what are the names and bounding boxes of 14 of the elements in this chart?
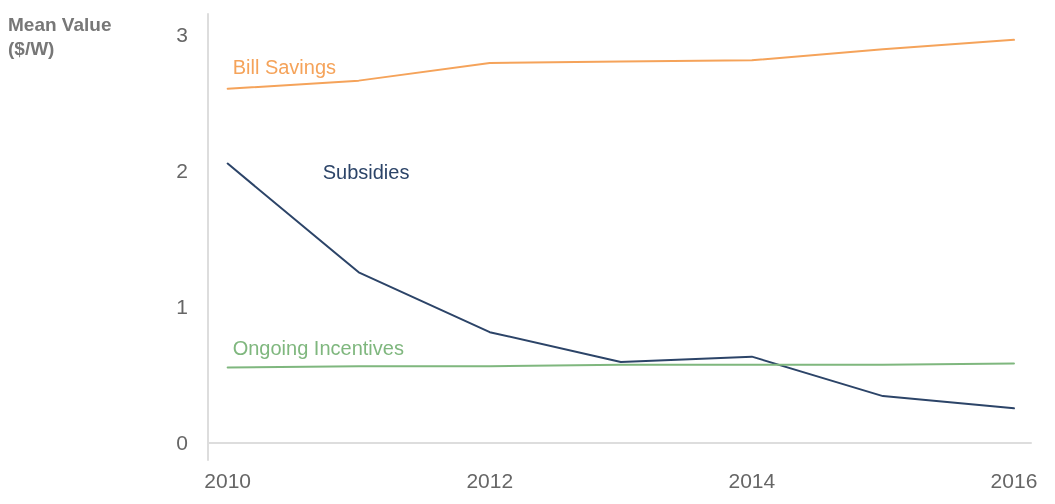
- y-tick-label: 2: [176, 158, 188, 182]
- x-tick-label: 2010: [204, 469, 252, 492]
- line-series: [226, 38, 1015, 90]
- y-tick-label: 1: [176, 294, 188, 318]
- series-label: Bill Savings: [232, 55, 337, 78]
- x-tick-label: 2016: [990, 469, 1038, 492]
- text: Subsidies: [322, 160, 410, 183]
- y-axis-title: Mean Value ($/W): [8, 13, 117, 59]
- y-tick-label: 0: [176, 430, 188, 454]
- y-tick-label: 3: [176, 22, 188, 46]
- line-series: [226, 162, 1015, 410]
- series-label: Ongoing Incentives: [232, 336, 404, 359]
- x-tick-label: 2014: [728, 469, 776, 492]
- x-tick-label: 2012: [466, 469, 514, 492]
